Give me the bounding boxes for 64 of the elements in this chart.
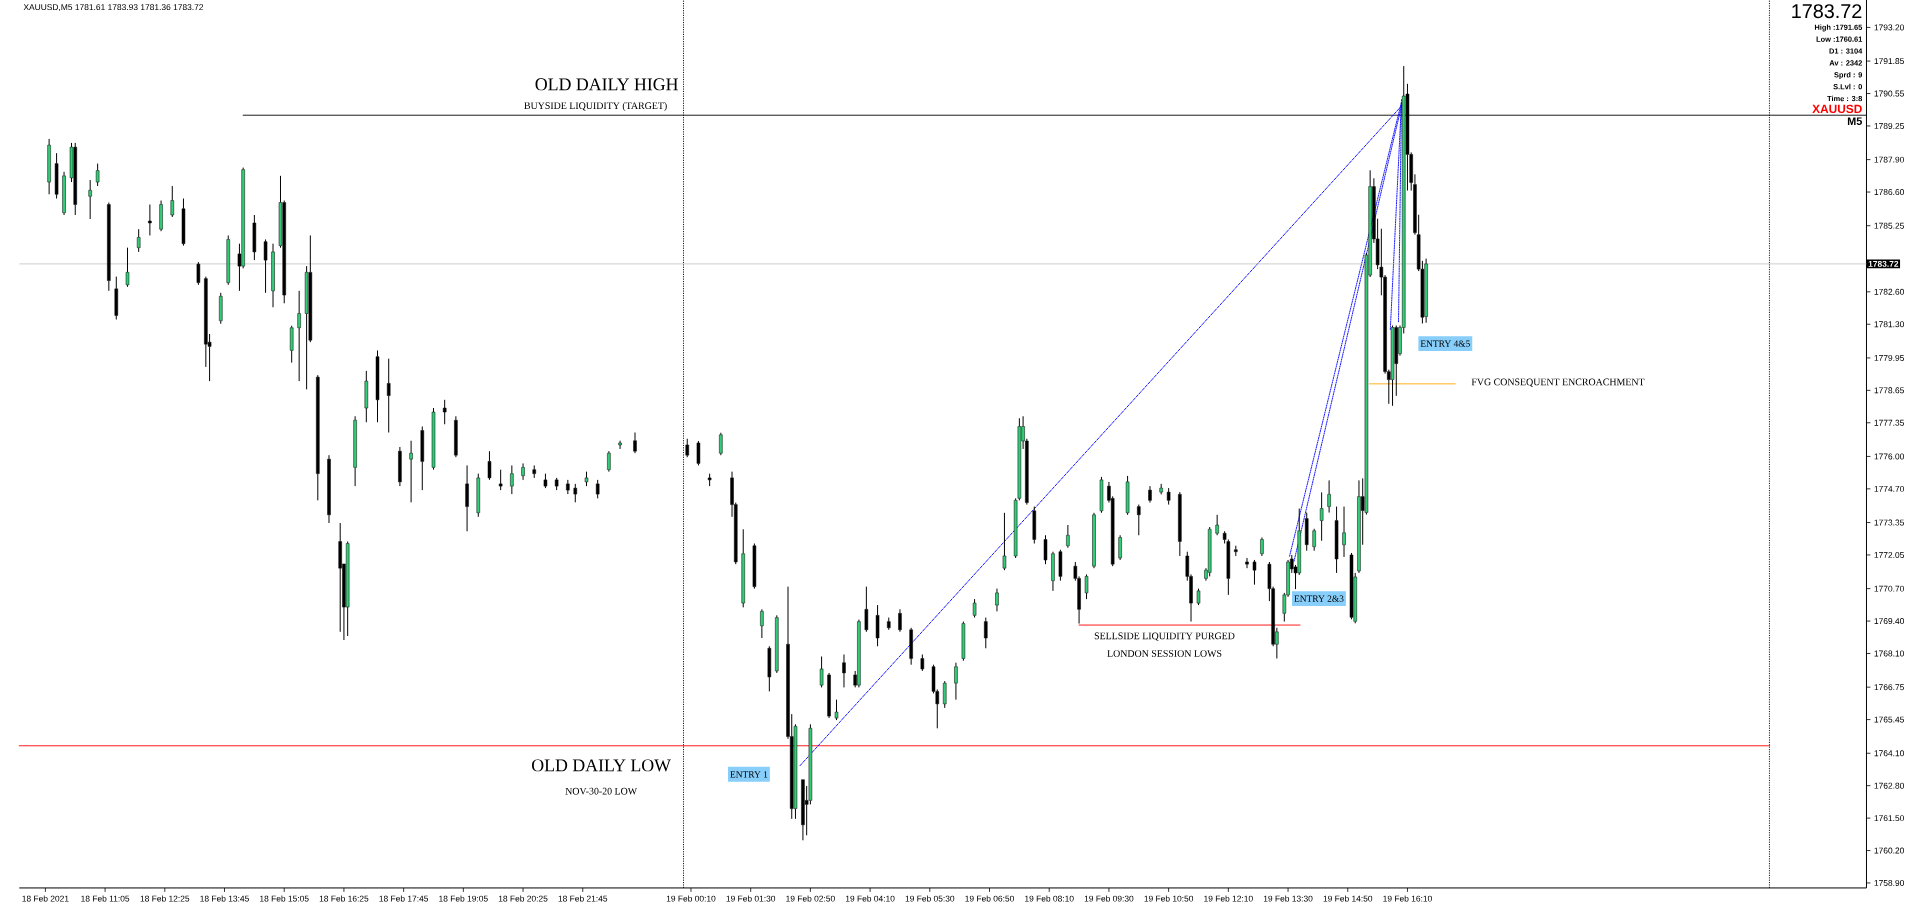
y-tick-label: 1776.00 [1874, 453, 1904, 460]
y-tick-label: 1777.35 [1874, 419, 1904, 426]
annotation: ENTRY 1 [730, 771, 768, 778]
y-tick-label: 1778.65 [1874, 387, 1904, 394]
x-tick-label: 19 Feb 00:10 [666, 895, 716, 902]
y-tick-label: 1774.70 [1874, 486, 1904, 492]
y-tick-label: 1770.70 [1874, 585, 1904, 592]
y-tick-label: 1782.60 [1874, 288, 1904, 295]
annotation: ENTRY 4&5 [1420, 340, 1470, 347]
x-tick-label: 18 Feb 12:25 [140, 895, 190, 902]
x-tick-label: 19 Feb 16:10 [1383, 895, 1432, 902]
x-tick-label: 18 Feb 20:25 [498, 895, 548, 902]
annotation: BUYSIDE LIQUIDITY (TARGET) [524, 102, 667, 112]
annotation: LONDON SESSION LOWS [1107, 650, 1222, 657]
y-tick-label: 1758.90 [1874, 880, 1904, 887]
y-tick-label: 1786.60 [1874, 189, 1904, 196]
annotation: M5 [1847, 117, 1862, 126]
x-tick-label: 18 Feb 2021 [22, 895, 69, 902]
x-tick-label: 18 Feb 15:05 [260, 895, 309, 902]
y-tick-label: 1790.55 [1874, 90, 1904, 97]
x-tick-label: 19 Feb 02:50 [786, 895, 835, 902]
annotation: XAUUSD [1812, 104, 1862, 114]
x-tick-label: 19 Feb 01:30 [726, 895, 776, 902]
x-tick-label: 19 Feb 13:30 [1263, 895, 1313, 902]
x-tick-label: 18 Feb 13:45 [200, 895, 249, 902]
y-tick-label: 1764.10 [1874, 750, 1904, 757]
x-tick-label: 19 Feb 14:50 [1323, 895, 1373, 902]
x-tick-label: 18 Feb 11:05 [81, 895, 130, 902]
annotation: OLD DAILY HIGH [535, 78, 678, 91]
annotation: OLD DAILY LOW [532, 759, 671, 772]
x-tick-label: 18 Feb 21:45 [558, 895, 608, 902]
y-tick-label: 1793.20 [1874, 24, 1904, 31]
x-tick-label: 19 Feb 08:10 [1025, 895, 1074, 902]
x-tick-label: 19 Feb 04:10 [845, 895, 895, 902]
x-tick-label: 18 Feb 19:05 [439, 895, 488, 902]
y-tick-label: 1761.50 [1874, 815, 1904, 822]
y-tick-label: 1789.25 [1874, 123, 1904, 130]
x-tick-label: 19 Feb 06:50 [965, 895, 1014, 902]
y-tick-label: 1772.05 [1874, 552, 1904, 559]
x-tick-label: 18 Feb 16:25 [319, 895, 369, 902]
y-tick-label: 1773.35 [1874, 519, 1904, 526]
ref-line-label: 1783.72 [1868, 261, 1899, 267]
annotation: SELLSIDE LIQUIDITY PURGED [1094, 632, 1235, 641]
y-tick-label: 1765.45 [1874, 716, 1904, 723]
annotation: 1783.72 [1792, 4, 1862, 19]
chart-title: XAUUSD,M5 1781.61 1783.93 1781.36 1783.72 [23, 4, 204, 12]
y-tick-label: 1779.95 [1874, 355, 1904, 362]
y-tick-label: 1768.10 [1874, 650, 1904, 657]
x-tick-label: 18 Feb 17:45 [379, 895, 429, 902]
y-tick-label: 1781.30 [1874, 321, 1904, 328]
x-tick-label: 19 Feb 12:10 [1204, 895, 1253, 902]
x-tick-label: 19 Feb 05:30 [905, 895, 955, 902]
annotation: ENTRY 2&3 [1294, 595, 1344, 602]
x-tick-label: 19 Feb 09:30 [1084, 895, 1134, 902]
y-tick-label: 1787.90 [1874, 156, 1904, 163]
y-tick-label: 1760.20 [1874, 847, 1904, 854]
y-tick-label: 1766.75 [1874, 684, 1904, 691]
y-tick-label: 1791.85 [1874, 58, 1904, 65]
y-tick-label: 1769.40 [1874, 618, 1904, 625]
annotation: NOV-30-20 LOW [565, 787, 638, 795]
y-tick-label: 1762.80 [1874, 782, 1904, 789]
x-tick-label: 19 Feb 10:50 [1144, 895, 1194, 902]
y-tick-label: 1785.25 [1874, 222, 1904, 229]
annotation: FVG CONSEQUENT ENCROACHMENT [1471, 378, 1645, 387]
